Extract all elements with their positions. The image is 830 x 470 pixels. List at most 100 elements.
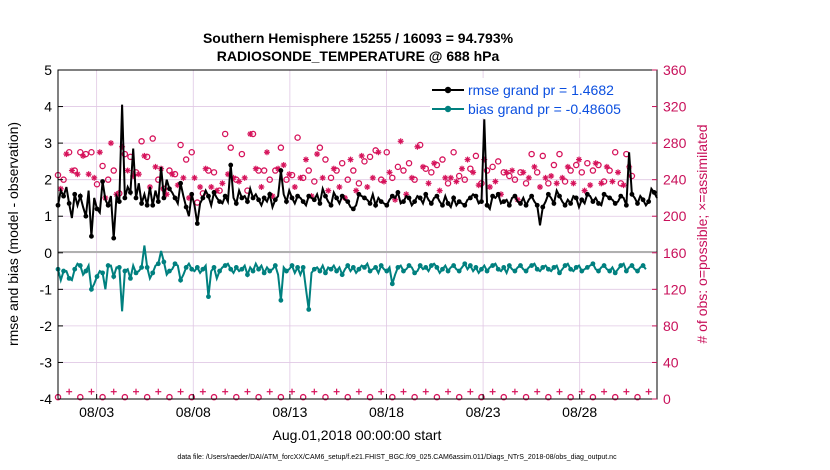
bias-point: [395, 265, 401, 270]
left-tick-label: 2: [44, 172, 52, 188]
obs-possible-marker: [350, 167, 357, 174]
obs-possible-marker-low: [210, 393, 218, 401]
obs-assimilated-marker-low: [222, 388, 229, 395]
obs-assimilated-marker: [603, 163, 610, 170]
obs-assimilated-marker: [124, 167, 131, 174]
bias-point: [83, 268, 89, 274]
legend: rmse grand pr = 1.4682 bias grand pr = -…: [430, 78, 652, 118]
obs-possible-marker-low: [233, 393, 240, 401]
rmse-point: [551, 201, 557, 206]
rmse-point: [334, 195, 340, 201]
bias-point: [61, 268, 66, 274]
rmse-point: [373, 202, 379, 208]
rmse-point: [529, 193, 535, 199]
obs-possible-marker: [260, 167, 268, 174]
rmse-point: [261, 195, 267, 201]
bias-point: [401, 268, 406, 274]
obs-assimilated-marker: [425, 180, 432, 187]
bias-point: [479, 266, 484, 272]
rmse-point: [150, 202, 156, 208]
bias-point: [350, 265, 356, 270]
right-tick-label: 200: [663, 208, 687, 224]
obs-possible-marker: [355, 180, 363, 187]
rmse-point: [289, 195, 295, 201]
rmse-point: [77, 193, 83, 199]
obs-assimilated-marker: [91, 174, 98, 181]
obs-assimilated-marker-low: [556, 388, 563, 395]
rmse-point: [462, 202, 468, 208]
bias-point: [584, 265, 590, 270]
bias-point: [579, 268, 585, 274]
obs-assimilated-marker-low: [177, 388, 184, 395]
obs-assimilated-marker: [486, 183, 493, 190]
bias-point: [373, 265, 379, 270]
obs-possible-marker-low: [411, 393, 418, 401]
rmse-point: [100, 179, 105, 184]
obs-possible-marker: [77, 148, 84, 156]
obs-possible-marker: [444, 180, 452, 187]
rmse-point: [111, 235, 117, 241]
obs-assimilated-marker: [620, 182, 627, 189]
bias-point: [289, 263, 295, 268]
obs-possible-marker: [561, 178, 569, 185]
rmse-point: [295, 193, 300, 199]
right-axis-ticks: 0 40 80 120 160 200 240 280 320 360: [652, 62, 687, 407]
bias-point: [256, 266, 261, 272]
right-tick-label: 280: [663, 135, 687, 151]
obs-possible-marker-low: [344, 393, 351, 401]
right-tick-label: 80: [663, 318, 679, 334]
bias-point: [568, 266, 574, 272]
bias-point: [172, 261, 178, 267]
obs-possible-marker: [545, 180, 552, 187]
rmse-point: [568, 201, 574, 206]
obs-assimilated-marker: [614, 169, 621, 176]
bias-point: [512, 268, 518, 274]
bias-point: [189, 266, 195, 272]
bias-point: [640, 263, 646, 268]
obs-assimilated-marker: [525, 174, 532, 181]
rmse-point: [317, 201, 323, 206]
obs-assimilated-marker: [330, 165, 337, 172]
obs-assimilated-marker: [197, 183, 204, 190]
obs-assimilated-marker: [369, 174, 376, 181]
bias-point: [133, 270, 139, 276]
rmse-point: [339, 193, 345, 199]
rmse-point: [200, 195, 206, 201]
x-tick-label: 08/13: [272, 404, 307, 420]
bias-point: [328, 266, 334, 272]
obs-assimilated-marker: [141, 152, 148, 159]
bias-point: [506, 263, 512, 268]
obs-possible-marker: [238, 150, 246, 158]
left-tick-label: 0: [44, 245, 52, 261]
bias-point: [523, 268, 529, 274]
rmse-point: [540, 204, 546, 210]
rmse-point: [122, 195, 128, 201]
chart-title-line2: RADIOSONDE_TEMPERATURE @ 688 hPa: [217, 48, 500, 64]
obs-possible-marker-low: [77, 393, 84, 401]
obs-assimilated-marker: [236, 178, 243, 185]
obs-possible-marker: [221, 130, 229, 138]
obs-assimilated-marker-low: [378, 388, 385, 395]
obs-assimilated-marker: [564, 163, 571, 170]
rmse-point: [562, 202, 568, 208]
x-axis-ticks: 08/03 08/08 08/13 08/18 08/23 08/28: [79, 394, 597, 420]
bias-point: [300, 265, 306, 270]
rmse-point: [423, 191, 429, 197]
left-tick-label: -1: [40, 281, 53, 297]
rmse-point: [239, 195, 245, 201]
obs-possible-marker: [511, 176, 519, 183]
bias-point: [317, 268, 323, 274]
bias-point: [573, 265, 579, 270]
obs-possible-marker-low: [188, 393, 195, 401]
rmse-point: [490, 193, 496, 199]
rmse-point: [267, 191, 273, 197]
bias-point: [484, 268, 490, 274]
bias-point: [250, 268, 256, 274]
obs-possible-marker: [472, 152, 480, 160]
rmse-point: [651, 190, 657, 195]
bias-point: [618, 263, 624, 268]
rmse-point: [328, 202, 334, 208]
bias-point: [278, 297, 284, 303]
rmse-point: [284, 199, 289, 205]
